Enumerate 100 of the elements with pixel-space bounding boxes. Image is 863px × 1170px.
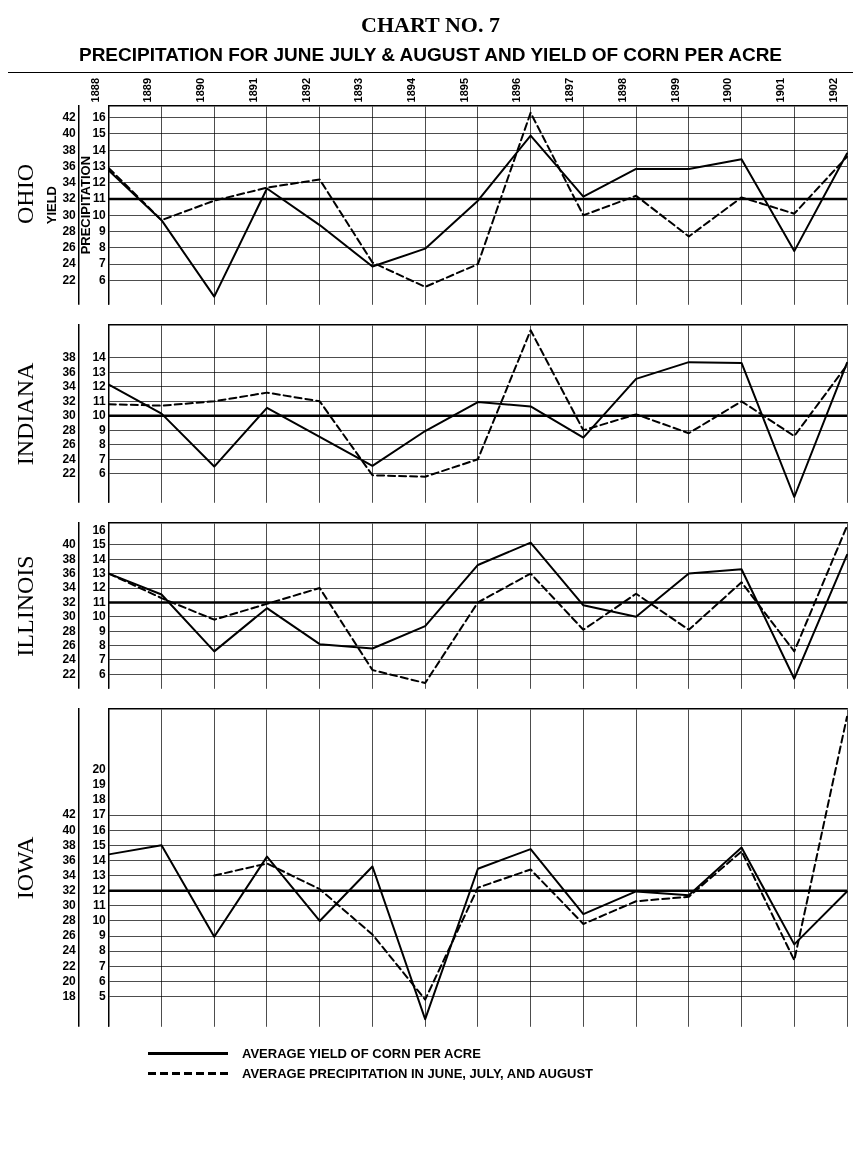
y2-tick-label: 10	[92, 207, 107, 222]
y2-tick-label: 9	[99, 422, 107, 437]
y-tick-label: 42	[62, 807, 77, 822]
y-tick-label: 34	[62, 379, 77, 394]
y2-tick-label: 8	[99, 240, 107, 255]
y2-tick-label: 20	[92, 762, 107, 777]
x-tick-label: 1900	[721, 77, 734, 103]
y-tick-label: 28	[62, 422, 77, 437]
y2-tick-label: 7	[99, 958, 107, 973]
y-tick-label: 38	[62, 350, 77, 365]
y-tick-label: 18	[62, 988, 77, 1003]
y2-tick-label: 13	[92, 867, 107, 882]
y2-tick-label: 10	[92, 408, 107, 423]
y-tick-label: 22	[62, 666, 77, 681]
y-tick-label: 30	[62, 609, 77, 624]
text: IOWA	[11, 836, 38, 900]
y2-tick-label: 7	[99, 256, 107, 271]
y-tick-label: 38	[62, 837, 77, 852]
y-tick-label: 38	[62, 142, 77, 157]
legend-label: AVERAGE YIELD OF CORN PER ACRE	[242, 1045, 481, 1061]
y-tick-label: 34	[62, 867, 77, 882]
y2-tick-label: 10	[92, 609, 107, 624]
y2-axis-title: PRECIPITATION	[78, 155, 94, 255]
y-tick-label: 36	[62, 852, 77, 867]
x-tick-label: 1894	[405, 77, 417, 103]
x-tick-label: 1890	[194, 77, 207, 103]
text: INDIANA	[11, 362, 38, 466]
y2-tick-label: 14	[92, 551, 107, 566]
y-tick-label: 28	[62, 623, 77, 638]
y2-tick-label: 6	[99, 466, 107, 481]
x-tick-label: 1902	[826, 77, 839, 103]
y-tick-label: 20	[62, 973, 77, 988]
y-tick-label: 32	[62, 883, 77, 897]
y-axis-title: YIELD	[44, 185, 60, 225]
y-tick-label: 26	[62, 240, 77, 255]
text: OHIO	[11, 164, 38, 224]
y2-tick-label: 19	[92, 777, 107, 792]
y2-tick-label: 8	[99, 437, 107, 452]
y2-tick-label: 13	[92, 565, 107, 580]
y2-tick-label: 12	[92, 883, 107, 897]
y-tick-label: 34	[62, 580, 77, 595]
y2-tick-label: 11	[93, 191, 107, 206]
y-tick-label: 26	[62, 928, 77, 943]
y2-tick-label: 6	[99, 973, 107, 988]
y-tick-label: 24	[62, 451, 77, 466]
x-tick-label: 1901	[774, 77, 787, 103]
y2-tick-label: 5	[99, 988, 107, 1003]
x-tick-label: 1893	[352, 77, 365, 103]
y2-tick-label: 11	[93, 898, 107, 913]
y-tick-label: 38	[62, 551, 77, 566]
y2-tick-label: 17	[92, 807, 107, 822]
y2-tick-label: 8	[99, 943, 107, 958]
y-tick-label: 22	[62, 466, 77, 481]
y-tick-label: 26	[62, 637, 77, 652]
x-tick-label: 1899	[668, 77, 681, 103]
y2-tick-label: 6	[99, 272, 107, 287]
y2-tick-label: 12	[92, 379, 107, 394]
x-tick-label: 1897	[563, 77, 576, 103]
x-tick-label: 1888	[88, 77, 101, 103]
y2-tick-label: 6	[99, 666, 107, 681]
y-tick-label: 22	[62, 272, 77, 287]
legend-label: AVERAGE PRECIPITATION IN JUNE, JULY, AND AUGUST	[242, 1065, 594, 1081]
y2-tick-label: 8	[99, 637, 107, 652]
y2-tick-label: 15	[92, 837, 107, 852]
y2-tick-label: 13	[92, 364, 107, 379]
x-tick-label: 1895	[457, 77, 470, 103]
y2-tick-label: 11	[93, 393, 107, 408]
y-tick-label: 30	[62, 408, 77, 423]
y2-tick-label: 15	[92, 126, 107, 141]
y-tick-label: 32	[62, 191, 77, 206]
y2-tick-label: 9	[99, 928, 107, 943]
y-tick-label: 42	[62, 109, 77, 124]
y-tick-label: 30	[62, 898, 77, 913]
text: ILLINOIS	[11, 555, 38, 657]
y2-tick-label: 7	[99, 451, 107, 466]
x-tick-label: 1892	[299, 77, 312, 103]
y2-tick-label: 14	[92, 350, 107, 365]
y-tick-label: 34	[62, 175, 77, 190]
y-tick-label: 24	[62, 943, 77, 958]
x-tick-label: 1898	[615, 77, 628, 103]
y-tick-label: 36	[62, 565, 77, 580]
y-tick-label: 28	[62, 913, 77, 928]
y-tick-label: 40	[62, 537, 77, 552]
y2-tick-label: 12	[92, 175, 107, 190]
y-tick-label: 32	[62, 594, 77, 609]
x-tick-label: 1896	[510, 77, 523, 103]
text: CHART NO. 7	[360, 11, 501, 39]
x-tick-label: 1891	[246, 77, 259, 103]
y2-tick-label: 15	[92, 537, 107, 552]
y-tick-label: 36	[62, 158, 77, 173]
y2-tick-label: 9	[99, 223, 107, 238]
y2-tick-label: 18	[92, 792, 107, 807]
y2-tick-label: 14	[92, 852, 107, 867]
y-tick-label: 32	[62, 393, 77, 408]
y2-tick-label: 16	[92, 109, 107, 124]
x-tick-label: 1889	[141, 77, 154, 103]
y-tick-label: 24	[62, 256, 77, 271]
y-tick-label: 28	[62, 223, 77, 238]
y2-tick-label: 13	[92, 158, 107, 173]
y-tick-label: 26	[62, 437, 77, 452]
